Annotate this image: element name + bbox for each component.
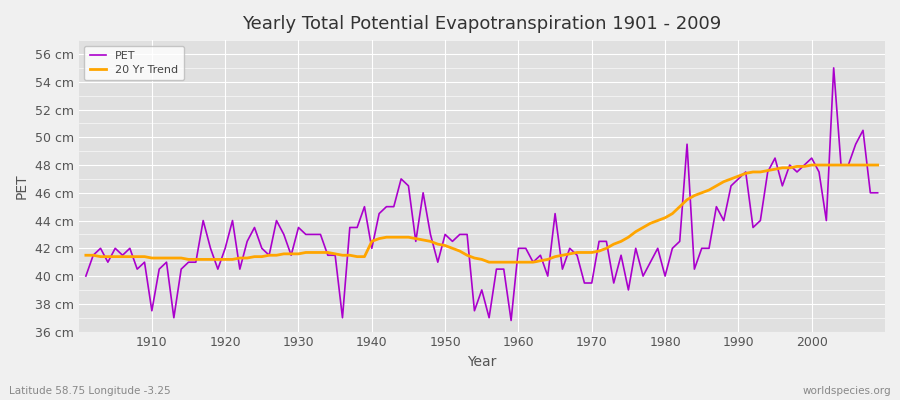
20 Yr Trend bbox=[483, 260, 494, 264]
X-axis label: Year: Year bbox=[467, 355, 497, 369]
PET bbox=[506, 318, 517, 323]
Text: Latitude 58.75 Longitude -3.25: Latitude 58.75 Longitude -3.25 bbox=[9, 386, 171, 396]
PET bbox=[345, 225, 356, 230]
PET bbox=[872, 190, 883, 195]
20 Yr Trend bbox=[140, 254, 150, 259]
20 Yr Trend bbox=[806, 163, 817, 168]
20 Yr Trend bbox=[80, 253, 91, 258]
PET bbox=[828, 66, 839, 70]
Y-axis label: PET: PET bbox=[15, 173, 29, 199]
20 Yr Trend bbox=[872, 163, 883, 168]
PET bbox=[301, 232, 311, 237]
PET bbox=[140, 260, 150, 264]
Text: worldspecies.org: worldspecies.org bbox=[803, 386, 891, 396]
Line: PET: PET bbox=[86, 68, 878, 320]
PET bbox=[80, 274, 91, 278]
20 Yr Trend bbox=[301, 250, 311, 255]
Legend: PET, 20 Yr Trend: PET, 20 Yr Trend bbox=[84, 46, 184, 80]
20 Yr Trend bbox=[345, 253, 356, 258]
Line: 20 Yr Trend: 20 Yr Trend bbox=[86, 165, 878, 262]
PET bbox=[608, 281, 619, 286]
PET bbox=[520, 246, 531, 251]
20 Yr Trend bbox=[513, 260, 524, 264]
20 Yr Trend bbox=[608, 242, 619, 246]
PET bbox=[513, 246, 524, 251]
Title: Yearly Total Potential Evapotranspiration 1901 - 2009: Yearly Total Potential Evapotranspiratio… bbox=[242, 15, 722, 33]
20 Yr Trend bbox=[520, 260, 531, 264]
